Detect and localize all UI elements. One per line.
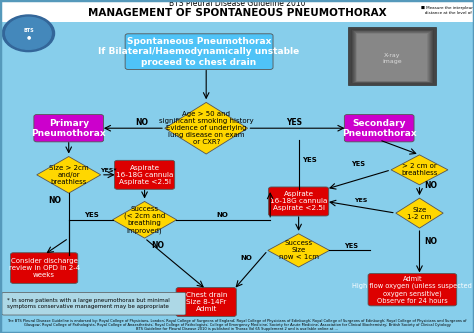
FancyBboxPatch shape: [2, 292, 186, 315]
Text: NO: NO: [49, 196, 62, 205]
Text: YES: YES: [344, 243, 358, 249]
Polygon shape: [165, 103, 247, 154]
Text: Admit
High flow oxygen (unless suspected
oxygen sensitive)
Observe for 24 hours: Admit High flow oxygen (unless suspected…: [353, 276, 472, 304]
Polygon shape: [391, 155, 448, 185]
Text: Success
Size
now < 1cm: Success Size now < 1cm: [279, 240, 319, 260]
Circle shape: [6, 17, 51, 49]
Text: * In some patients with a large pneumothorax but minimal
symptoms conservative m: * In some patients with a large pneumoth…: [7, 298, 170, 309]
FancyBboxPatch shape: [353, 31, 432, 83]
FancyBboxPatch shape: [268, 187, 328, 216]
FancyBboxPatch shape: [344, 115, 414, 142]
Polygon shape: [268, 234, 329, 267]
FancyBboxPatch shape: [357, 34, 427, 81]
Text: NO: NO: [424, 237, 437, 246]
FancyBboxPatch shape: [34, 115, 103, 142]
FancyBboxPatch shape: [355, 32, 430, 82]
Polygon shape: [36, 157, 100, 193]
Text: NO: NO: [240, 255, 253, 261]
Text: YES: YES: [302, 157, 317, 163]
Text: Primary
Pneumothorax: Primary Pneumothorax: [31, 119, 106, 138]
Text: Secondary
Pneumothorax: Secondary Pneumothorax: [342, 119, 417, 138]
FancyBboxPatch shape: [114, 161, 174, 189]
Polygon shape: [112, 201, 176, 238]
FancyBboxPatch shape: [352, 30, 433, 83]
Text: Size
1-2 cm: Size 1-2 cm: [407, 206, 432, 220]
Text: Chest drain
Size 8-14Fr
Admit: Chest drain Size 8-14Fr Admit: [185, 292, 227, 312]
Text: > 2 cm or
breathless: > 2 cm or breathless: [401, 163, 438, 176]
Text: Aspirate
16-18G cannula
Aspirate <2.5l: Aspirate 16-18G cannula Aspirate <2.5l: [116, 165, 173, 185]
Text: BTS Guideline for Pleural Disease 2010 is published in Thorax Vol 65 Supplement : BTS Guideline for Pleural Disease 2010 i…: [136, 327, 338, 331]
Text: YES: YES: [351, 161, 365, 166]
Text: YES: YES: [83, 212, 99, 218]
Text: NO: NO: [217, 212, 229, 218]
FancyBboxPatch shape: [351, 29, 434, 83]
FancyBboxPatch shape: [176, 287, 236, 316]
Text: The BTS Pleural Disease Guideline is endorsed by: Royal College of Physicians, L: The BTS Pleural Disease Guideline is end…: [7, 319, 467, 327]
Text: X-ray
image: X-ray image: [383, 53, 402, 64]
Text: ■ Measure the interpleural
   distance at the level of the hilum: ■ Measure the interpleural distance at t…: [421, 6, 474, 15]
Text: Size > 2cm
and/or
breathless: Size > 2cm and/or breathless: [49, 165, 89, 185]
FancyBboxPatch shape: [354, 31, 431, 82]
FancyBboxPatch shape: [356, 33, 428, 81]
Text: YES*: YES*: [100, 168, 117, 173]
FancyBboxPatch shape: [10, 253, 78, 283]
Text: BTS
●: BTS ●: [23, 28, 34, 39]
Polygon shape: [396, 198, 443, 228]
Text: Aspirate
16-18G cannula
Aspirate <2.5l: Aspirate 16-18G cannula Aspirate <2.5l: [270, 191, 328, 211]
FancyBboxPatch shape: [348, 27, 436, 85]
Text: Success
(< 2cm and
breathing
improved): Success (< 2cm and breathing improved): [124, 206, 165, 234]
Text: YES: YES: [355, 198, 368, 203]
FancyBboxPatch shape: [368, 274, 456, 306]
FancyBboxPatch shape: [0, 0, 474, 22]
Text: NO: NO: [135, 118, 148, 127]
FancyBboxPatch shape: [356, 33, 429, 82]
Text: NO: NO: [424, 181, 437, 190]
Text: BTS Pleural Disease Guideline 2010: BTS Pleural Disease Guideline 2010: [169, 0, 305, 9]
Text: NO: NO: [152, 241, 164, 250]
Text: MANAGEMENT OF SPONTANEOUS PNEUMOTHORAX: MANAGEMENT OF SPONTANEOUS PNEUMOTHORAX: [88, 8, 386, 18]
Text: Age > 50 and
significant smoking history
Evidence of underlying
lung disease on : Age > 50 and significant smoking history…: [159, 111, 254, 145]
FancyBboxPatch shape: [125, 34, 273, 70]
Text: Spontaneous Pneumothorax
If Bilateral/Haemodynamically unstable
proceed to chest: Spontaneous Pneumothorax If Bilateral/Ha…: [99, 37, 300, 67]
Text: YES: YES: [286, 118, 302, 127]
Circle shape: [2, 15, 55, 52]
Text: Consider discharge
review in OPD in 2-4
weeks: Consider discharge review in OPD in 2-4 …: [9, 258, 80, 278]
